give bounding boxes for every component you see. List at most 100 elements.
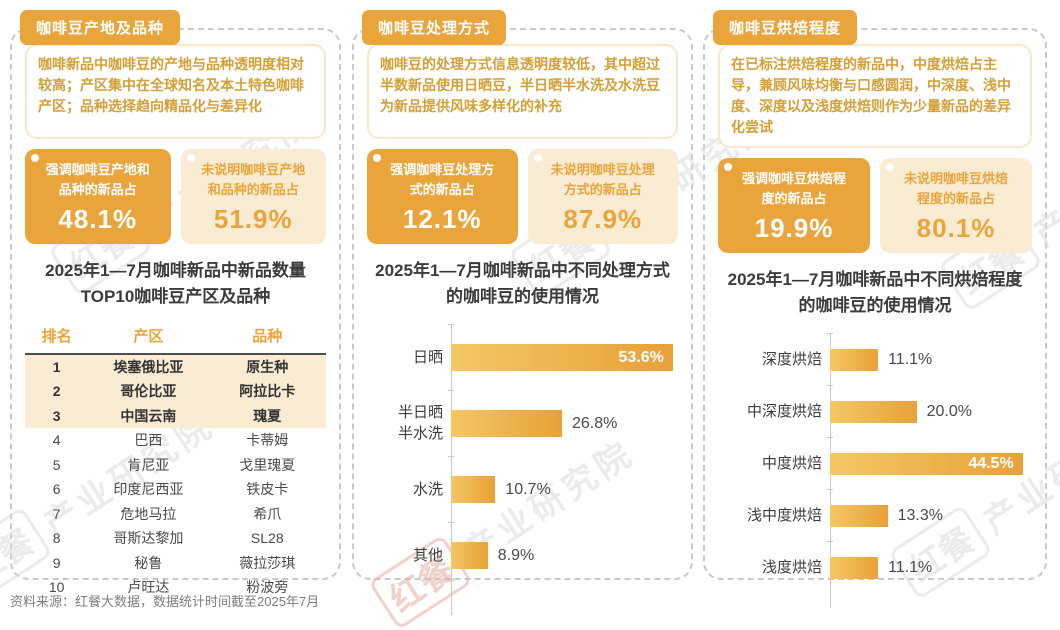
table-cell: 9 xyxy=(52,554,61,571)
table-cell: 原生种 xyxy=(246,358,289,375)
top10-origin-table: 排名 产区 品种 1 埃塞俄比亚 原生种 2 哥伦比亚 阿拉比卡 3 中国云南 瑰夏 4 巴西 卡蒂姆 5 肯尼… xyxy=(25,321,326,600)
source-note: 资料来源：红餐大数据，数据统计时间截至2025年7月 xyxy=(10,594,320,609)
bar-category-label: 半日晒 半水洗 xyxy=(397,404,443,442)
stat-plain: 未说明咖啡豆处理方式的新品占 87.9% xyxy=(527,149,678,244)
bar-value-label: 8.9% xyxy=(497,546,535,564)
stat-label: 未说明咖啡豆产地和品种的新品占 xyxy=(201,162,306,197)
corner-dot-icon xyxy=(886,163,894,171)
table-row: 1 埃塞俄比亚 原生种 xyxy=(25,354,326,380)
table-cell: 埃塞俄比亚 xyxy=(113,358,184,375)
bar xyxy=(830,400,917,423)
table-cell: 印度尼西亚 xyxy=(113,481,184,498)
bar-track: 26.8% xyxy=(448,389,678,457)
bar-track: 11.1% xyxy=(827,540,1032,594)
stat-label: 未说明咖啡豆处理方式的新品占 xyxy=(550,162,655,197)
stat-label: 强调咖啡豆处理方式的新品占 xyxy=(390,162,495,197)
table-cell: 3 xyxy=(52,407,61,424)
bar-row: 深度烘焙 11.1% xyxy=(718,332,1032,386)
bar xyxy=(451,542,488,570)
table-header-row: 排名 产区 品种 xyxy=(25,321,326,355)
table-cell: 2 xyxy=(52,383,61,400)
stat-label: 未说明咖啡豆烘焙程度的新品占 xyxy=(903,171,1008,206)
bar-value-label: 10.7% xyxy=(505,480,551,498)
bar-category-label: 浅度烘焙 xyxy=(761,558,822,576)
bar xyxy=(830,556,879,579)
bar-value-label: 53.6% xyxy=(618,348,664,366)
bar-row: 水洗 10.7% xyxy=(367,455,678,523)
bar xyxy=(830,504,888,527)
bar xyxy=(830,348,879,371)
stat-boxes: 强调咖啡豆处理方式的新品占 12.1% 未说明咖啡豆处理方式的新品占 87.9% xyxy=(367,149,678,244)
table-row: 4 巴西 卡蒂姆 xyxy=(25,428,326,453)
table-cell: 哥斯达黎加 xyxy=(113,530,184,547)
stat-label: 强调咖啡豆产地和品种的新品占 xyxy=(45,162,150,197)
bar-row: 其他 8.9% xyxy=(367,521,678,589)
corner-dot-icon xyxy=(186,154,195,162)
corner-dot-icon xyxy=(31,154,39,162)
table-row: 7 危地马拉 希爪 xyxy=(25,502,326,527)
stat-label: 强调咖啡豆烘焙程度的新品占 xyxy=(741,171,846,206)
table-cell: 卢旺达 xyxy=(127,579,170,596)
bar-value-label: 44.5% xyxy=(968,454,1014,472)
bar-value-label: 26.8% xyxy=(572,414,618,432)
table-cell: 哥伦比亚 xyxy=(120,383,177,400)
table-cell: 薇拉莎琪 xyxy=(239,554,296,571)
table-cell: 8 xyxy=(52,530,61,547)
table-header-cell: 品种 xyxy=(252,327,283,345)
table-row: 5 肯尼亚 戈里瑰夏 xyxy=(25,453,326,478)
table-cell: 6 xyxy=(52,481,61,498)
table-row: 3 中国云南 瑰夏 xyxy=(25,403,326,429)
stat-value: 80.1% xyxy=(916,213,996,243)
table-cell: 瑰夏 xyxy=(253,407,282,424)
bar-category-label: 中度烘焙 xyxy=(761,454,822,472)
table-header-cell: 排名 xyxy=(41,327,72,345)
bar-row: 半日晒 半水洗 26.8% xyxy=(367,389,678,457)
bar-track: 20.0% xyxy=(827,384,1032,438)
panel-badge: 咖啡豆烘焙程度 xyxy=(713,10,858,45)
stat-value: 48.1% xyxy=(58,204,138,234)
stat-emphasized: 强调咖啡豆烘焙程度的新品占 19.9% xyxy=(718,158,870,253)
bar-category-label: 日晒 xyxy=(412,348,443,366)
stat-plain: 未说明咖啡豆产地和品种的新品占 51.9% xyxy=(180,149,326,244)
panel-badge: 咖啡豆处理方式 xyxy=(362,10,507,45)
table-row: 8 哥斯达黎加 SL28 xyxy=(25,526,326,551)
table-row: 9 秘鲁 薇拉莎琪 xyxy=(25,551,326,576)
panel-processing: 咖啡豆处理方式 咖啡豆的处理方式信息透明度较低，其中超过半数新品使用日晒豆，半日… xyxy=(352,10,693,615)
panel-description: 咖啡豆的处理方式信息透明度较低，其中超过半数新品使用日晒豆，半日晒半水洗及水洗豆… xyxy=(367,44,678,139)
table-cell: 5 xyxy=(52,456,61,473)
table-cell: 7 xyxy=(52,505,61,522)
stat-emphasized: 强调咖啡豆处理方式的新品占 12.1% xyxy=(367,149,518,244)
table-cell: 10 xyxy=(48,579,65,596)
bar: 53.6% xyxy=(451,344,673,372)
table-cell: SL28 xyxy=(250,530,284,547)
bar xyxy=(451,476,496,504)
bar-category-label: 水洗 xyxy=(412,480,443,498)
bar xyxy=(451,410,562,438)
bar-row: 浅度烘焙 11.1% xyxy=(718,540,1032,594)
table-cell: 卡蒂姆 xyxy=(246,432,289,449)
bar-row: 中度烘焙 44.5% xyxy=(718,436,1032,490)
table-cell: 中国云南 xyxy=(120,407,177,424)
panel-description: 咖啡新品中咖啡豆的产地与品种透明度相对较高；产区集中在全球知名及本土特色咖啡产区… xyxy=(25,44,326,139)
bar-category-label: 深度烘焙 xyxy=(761,350,822,368)
stat-plain: 未说明咖啡豆烘焙程度的新品占 80.1% xyxy=(880,158,1032,253)
bar-track: 13.3% xyxy=(827,488,1032,542)
bar-track: 10.7% xyxy=(448,455,678,523)
table-cell: 希爪 xyxy=(253,505,282,522)
bar-track: 8.9% xyxy=(448,521,678,589)
table-title: 2025年1—7月咖啡新品中新品数量TOP10咖啡豆产区及品种 xyxy=(45,261,306,307)
stat-value: 51.9% xyxy=(213,204,293,234)
table-cell: 粉波旁 xyxy=(246,579,289,596)
bar-track: 11.1% xyxy=(827,332,1032,386)
bar-row: 浅中度烘焙 13.3% xyxy=(718,488,1032,542)
table-cell: 阿拉比卡 xyxy=(239,383,296,400)
chart-title: 2025年1—7月咖啡新品中不同烘焙程度的咖啡豆的使用情况 xyxy=(727,270,1023,316)
bar-value-label: 20.0% xyxy=(926,402,972,420)
stat-boxes: 强调咖啡豆烘焙程度的新品占 19.9% 未说明咖啡豆烘焙程度的新品占 80.1% xyxy=(718,158,1032,253)
table-cell: 秘鲁 xyxy=(134,554,163,571)
table-row: 10 卢旺达 粉波旁 xyxy=(25,575,326,600)
stat-emphasized: 强调咖啡豆产地和品种的新品占 48.1% xyxy=(25,149,171,244)
table-cell: 1 xyxy=(52,358,61,375)
bar-track: 44.5% xyxy=(827,436,1032,490)
stat-value: 87.9% xyxy=(563,204,643,234)
